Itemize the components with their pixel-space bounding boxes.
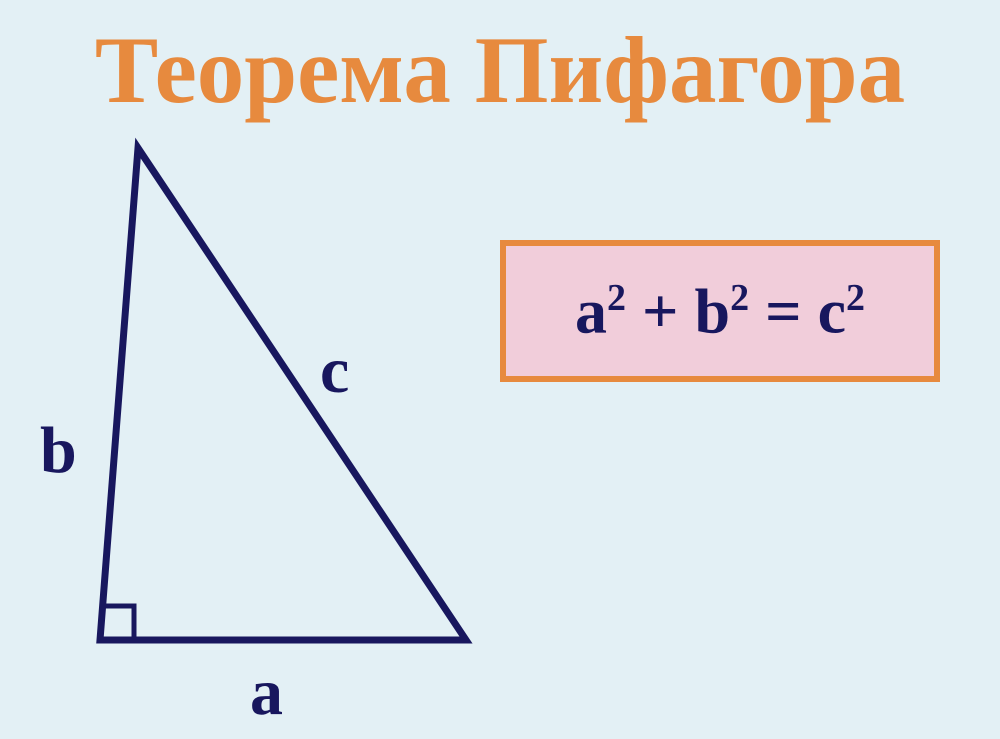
formula-a-exp: 2 [607, 277, 626, 319]
formula-box: a2 + b2 = c2 [500, 240, 940, 382]
side-label-c: c [320, 338, 349, 404]
formula-plus: + [626, 275, 694, 346]
pythagoras-formula: a2 + b2 = c2 [575, 279, 865, 343]
formula-a: a [575, 275, 607, 346]
side-label-a: a [250, 660, 283, 726]
formula-b: b [695, 275, 731, 346]
slide-canvas: Теорема Пифагора a b c a2 + b2 = c2 [0, 0, 1000, 739]
side-label-b: b [40, 418, 77, 484]
formula-b-exp: 2 [730, 277, 749, 319]
right-triangle [100, 148, 466, 640]
formula-eq: = [749, 275, 817, 346]
formula-c-exp: 2 [846, 277, 865, 319]
formula-c: c [818, 275, 846, 346]
